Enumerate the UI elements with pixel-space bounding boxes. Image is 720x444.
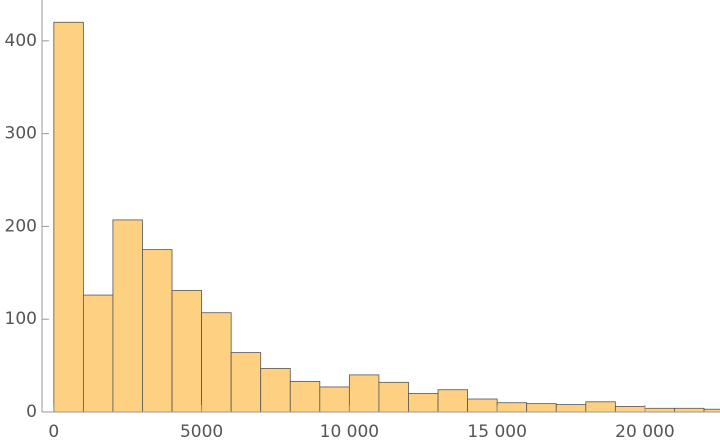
bar <box>674 407 705 413</box>
bar <box>348 374 380 413</box>
y-tick-label: 200 <box>5 216 37 236</box>
bar <box>437 389 468 413</box>
x-tick-label: 5000 <box>180 422 223 442</box>
bar <box>260 367 291 413</box>
bar <box>467 398 498 413</box>
bar <box>171 290 202 413</box>
bar <box>526 403 557 413</box>
bar <box>230 352 262 413</box>
y-tick-label: 100 <box>5 309 37 329</box>
bar <box>496 402 528 413</box>
bar <box>644 407 675 413</box>
bar <box>614 406 646 413</box>
bar <box>378 381 409 413</box>
bar <box>201 312 232 413</box>
x-tick-label: 15 000 <box>467 422 526 442</box>
bars <box>53 21 720 413</box>
y-tick-label: 0 <box>26 402 37 422</box>
bar <box>408 393 439 413</box>
y-tick-label: 400 <box>5 31 37 51</box>
bar <box>142 249 173 413</box>
y-tick-label: 300 <box>5 124 37 144</box>
bar <box>53 21 84 413</box>
x-tick-label: 20 000 <box>615 422 674 442</box>
bar <box>585 401 616 413</box>
x-tick-label: 0 <box>48 422 59 442</box>
x-tick-label: 10 000 <box>320 422 379 442</box>
bar <box>555 404 587 413</box>
bar <box>82 294 114 413</box>
bar <box>112 219 143 413</box>
bar <box>319 386 350 413</box>
bar <box>289 380 321 413</box>
